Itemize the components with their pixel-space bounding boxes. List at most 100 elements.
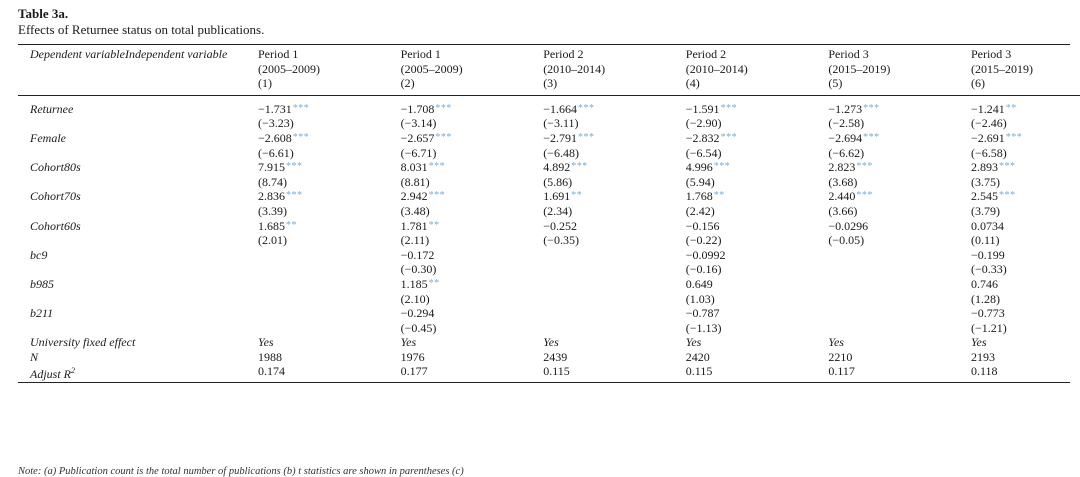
footer-value: Yes: [970, 335, 987, 350]
coefficient: 8.031: [400, 160, 428, 175]
bottom-rule: [18, 382, 1070, 384]
coef-cell: −2.691***: [971, 131, 1080, 146]
header-first-cell: Dependent variableIndependent variable: [30, 47, 228, 61]
tstat-cell: (3.68): [828, 174, 858, 189]
coef-cell: 0.746: [971, 277, 1080, 292]
coefficient: −0.773: [970, 306, 1005, 321]
table-row: bc9 −0.172 −0.0992 −0.199: [18, 248, 1080, 263]
coef-cell: −2.694***: [828, 131, 971, 146]
significance-stars: ***: [286, 161, 303, 173]
tstat-cell: (−6.71): [400, 145, 437, 160]
coef-cell: 1.185**: [401, 277, 544, 292]
tstat-cell: (−0.30): [400, 262, 437, 277]
coefficient: 4.996: [685, 160, 713, 175]
coefficient: 2.545: [970, 189, 998, 204]
footer-row: N 1988 1976 2439 2420 2210 2193: [18, 350, 1080, 365]
tstat-cell: (1.28): [970, 291, 1000, 306]
variable-name: Cohort60s: [30, 218, 81, 233]
coefficient: −0.787: [685, 306, 720, 321]
table-row: Female −2.608*** −2.657*** −2.791*** −2.832*…: [18, 131, 1080, 146]
coef-cell: 8.031***: [401, 160, 544, 175]
adj-r2-value: 0.174: [258, 364, 285, 379]
tstat-cell: (−6.61): [258, 145, 294, 160]
significance-stars: ***: [435, 131, 452, 143]
coefficient: −0.294: [400, 306, 435, 321]
footer-value: 1976: [400, 349, 425, 364]
footer-value: Yes: [828, 335, 844, 350]
coefficient: −1.591: [685, 101, 720, 116]
coefficient: 2.836: [258, 189, 285, 204]
tstat-cell: [258, 292, 401, 307]
coefficient: −2.832: [685, 130, 720, 145]
tstat-cell: [258, 262, 401, 277]
tstat-cell: (−0.16): [685, 262, 722, 277]
significance-stars: **: [428, 277, 440, 289]
tstat-cell: (8.81): [400, 174, 430, 189]
tstat-cell: (−3.14): [400, 116, 437, 131]
coef-cell: −0.172: [401, 248, 544, 263]
tstat-cell: (−3.23): [258, 116, 294, 131]
coef-cell: [258, 248, 401, 263]
footer-value: 2193: [970, 349, 995, 364]
significance-stars: ***: [998, 190, 1016, 202]
significance-stars: ***: [856, 190, 873, 202]
coef-cell: 2.823***: [828, 160, 971, 175]
adj-r2-superscript: 2: [71, 366, 75, 376]
tstat-cell: (2.11): [400, 233, 430, 248]
adj-r2-label: Adjust R2: [18, 364, 258, 382]
tstat-cell: (−0.22): [685, 233, 722, 248]
footer-value: 2439: [543, 349, 568, 364]
significance-stars: ***: [998, 161, 1016, 173]
variable-name: b211: [30, 306, 54, 321]
adj-r2-label-text: Adjust R: [30, 367, 71, 382]
coefficient: −2.691: [970, 130, 1005, 145]
tstat-cell: [543, 321, 686, 336]
table-row-tstat: (8.74) (8.81) (5.86) (5.94) (3.68) (3.75): [18, 175, 1080, 190]
significance-stars: **: [571, 190, 583, 202]
tstat-cell: (2.42): [685, 203, 715, 218]
significance-stars: ***: [428, 190, 446, 202]
footer-label: N: [30, 349, 39, 364]
variable-name: b985: [30, 276, 54, 291]
empty-cell: [18, 321, 258, 336]
coef-cell: −1.731***: [258, 96, 401, 117]
coef-cell: −2.657***: [401, 131, 544, 146]
table-row-tstat: (−0.30) (−0.16) (−0.33): [18, 262, 1080, 277]
table-note: Note: (a) Publication count is the total…: [18, 466, 464, 477]
coefficient: −1.708: [400, 101, 435, 116]
adj-r2-value: 0.117: [828, 364, 855, 379]
tstat-cell: (−6.62): [828, 145, 865, 160]
coefficient: 1.185: [400, 276, 428, 291]
coef-cell: −1.664***: [543, 96, 686, 117]
table-caption: Effects of Returnee status on total publ…: [18, 22, 265, 37]
tstat-cell: (−2.46): [970, 116, 1007, 131]
top-rule: [18, 44, 1070, 45]
coef-cell: 7.915***: [258, 160, 401, 175]
table-row: Returnee −1.731*** −1.708*** −1.664*** −1.59…: [18, 96, 1080, 117]
coef-cell: 1.685**: [258, 219, 401, 234]
tstat-cell: (8.74): [258, 174, 287, 189]
variable-name: Cohort70s: [30, 189, 81, 204]
empty-cell: [18, 116, 258, 131]
significance-stars: ***: [571, 161, 588, 173]
variable-name: Cohort80s: [30, 160, 81, 175]
coef-cell: −2.832***: [686, 131, 829, 146]
adj-r2-value: 0.115: [685, 364, 713, 379]
coef-cell: −0.0992: [686, 248, 829, 263]
coef-cell: 1.768**: [686, 189, 829, 204]
footer-value: Yes: [543, 335, 559, 350]
coefficient: 1.685: [258, 218, 285, 233]
coef-cell: 2.440***: [828, 189, 971, 204]
header-row: Dependent variableIndependent variable P…: [18, 45, 1080, 91]
coef-cell: −0.0296: [828, 219, 971, 234]
tstat-cell: [258, 321, 401, 336]
coefficient: −2.608: [258, 130, 292, 145]
table-row: Cohort60s 1.685** 1.781** −0.252 −0.156 −0.02…: [18, 219, 1080, 234]
variable-name: Female: [30, 130, 66, 145]
significance-stars: ***: [292, 131, 310, 143]
empty-cell: [18, 146, 258, 161]
coef-cell: −0.156: [686, 219, 829, 234]
tstat-cell: (−6.58): [970, 145, 1007, 160]
coefficient: −1.664: [543, 101, 577, 116]
table-row-tstat: (3.39) (3.48) (2.34) (2.42) (3.66) (3.79): [18, 204, 1080, 219]
